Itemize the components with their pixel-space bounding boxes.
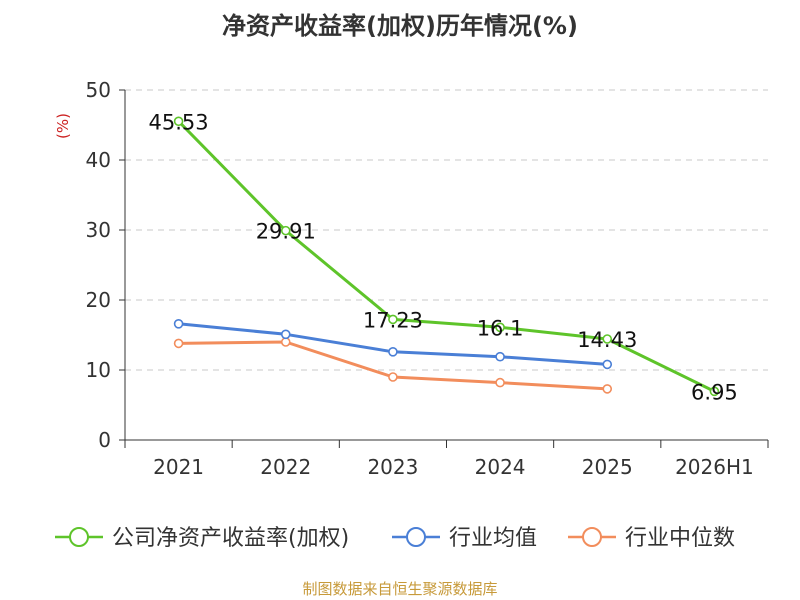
legend-marker-icon-1 xyxy=(406,527,426,547)
series-0-point-2021 xyxy=(173,116,184,127)
series-1-point-2025 xyxy=(602,359,613,370)
legend[interactable]: 公司净资产收益率(加权) 行业均值 行业中位数 xyxy=(55,526,735,551)
series-0-point-2025 xyxy=(602,334,613,344)
series-0-point-2022 xyxy=(280,225,291,236)
legend-item-2[interactable]: 行业中位数 xyxy=(568,526,735,551)
series-2-point-2025 xyxy=(602,384,613,394)
series-0-point-2024 xyxy=(495,322,505,333)
data-label-2024: 16.1 xyxy=(477,316,524,340)
y-tick-label-0: 0 xyxy=(98,428,111,452)
data-label-2021: 45.53 xyxy=(149,110,209,134)
y-tick-label-20: 20 xyxy=(86,288,111,312)
y-tick-label-40: 40 xyxy=(86,148,111,172)
source-note: 制图数据来自恒生聚源数据库 xyxy=(302,580,498,598)
series-2-point-2022 xyxy=(280,337,291,347)
series-1-point-2022 xyxy=(280,329,291,340)
legend-label-2: 行业中位数 xyxy=(625,526,735,551)
x-tick-label-2023: 2023 xyxy=(367,455,418,479)
data-label-2023: 17.23 xyxy=(363,308,423,332)
data-labels: 45.53 29.91 17.23 16.1 14.43 6.95 xyxy=(149,110,738,404)
data-label-2025: 14.43 xyxy=(577,328,637,352)
data-label-2022: 29.91 xyxy=(256,220,316,244)
x-tick-label-2025: 2025 xyxy=(582,455,633,479)
series-1-point-2021 xyxy=(173,318,184,329)
series-1-point-2024 xyxy=(495,351,505,362)
series-1-point-2023 xyxy=(388,346,398,357)
legend-marker-icon-2 xyxy=(582,527,602,547)
series-2-point-2023 xyxy=(388,372,398,382)
series-0-point-2026H1 xyxy=(709,386,720,397)
legend-marker-icon-0 xyxy=(69,527,89,547)
series-2-point-2021 xyxy=(173,338,184,349)
legend-item-1[interactable]: 行业均值 xyxy=(392,526,537,551)
x-tick-label-2026H1: 2026H1 xyxy=(675,455,754,479)
legend-item-0[interactable]: 公司净资产收益率(加权) xyxy=(55,526,349,551)
legend-label-1: 行业均值 xyxy=(449,526,537,551)
series-lines xyxy=(173,116,720,397)
x-tick-label-2021: 2021 xyxy=(153,455,204,479)
y-axis-label: (%) xyxy=(54,113,72,139)
series-line-0 xyxy=(177,120,716,393)
series-2-point-2024 xyxy=(495,377,505,388)
legend-label-0: 公司净资产收益率(加权) xyxy=(112,526,349,551)
chart-title: 净资产收益率(加权)历年情况(%) xyxy=(222,12,578,40)
axes: 0 10 20 30 40 50 (%) 2021 2022 2023 2024 2025 2026H1 xyxy=(54,78,769,479)
y-tick-label-10: 10 xyxy=(86,358,111,382)
y-tick-label-30: 30 xyxy=(86,218,111,242)
series-0-point-2023 xyxy=(388,314,398,325)
grid-lines xyxy=(125,89,768,371)
data-label-2026H1: 6.95 xyxy=(691,380,738,404)
x-tick-label-2022: 2022 xyxy=(260,455,311,479)
y-tick-label-50: 50 xyxy=(86,78,111,102)
x-tick-label-2024: 2024 xyxy=(475,455,526,479)
